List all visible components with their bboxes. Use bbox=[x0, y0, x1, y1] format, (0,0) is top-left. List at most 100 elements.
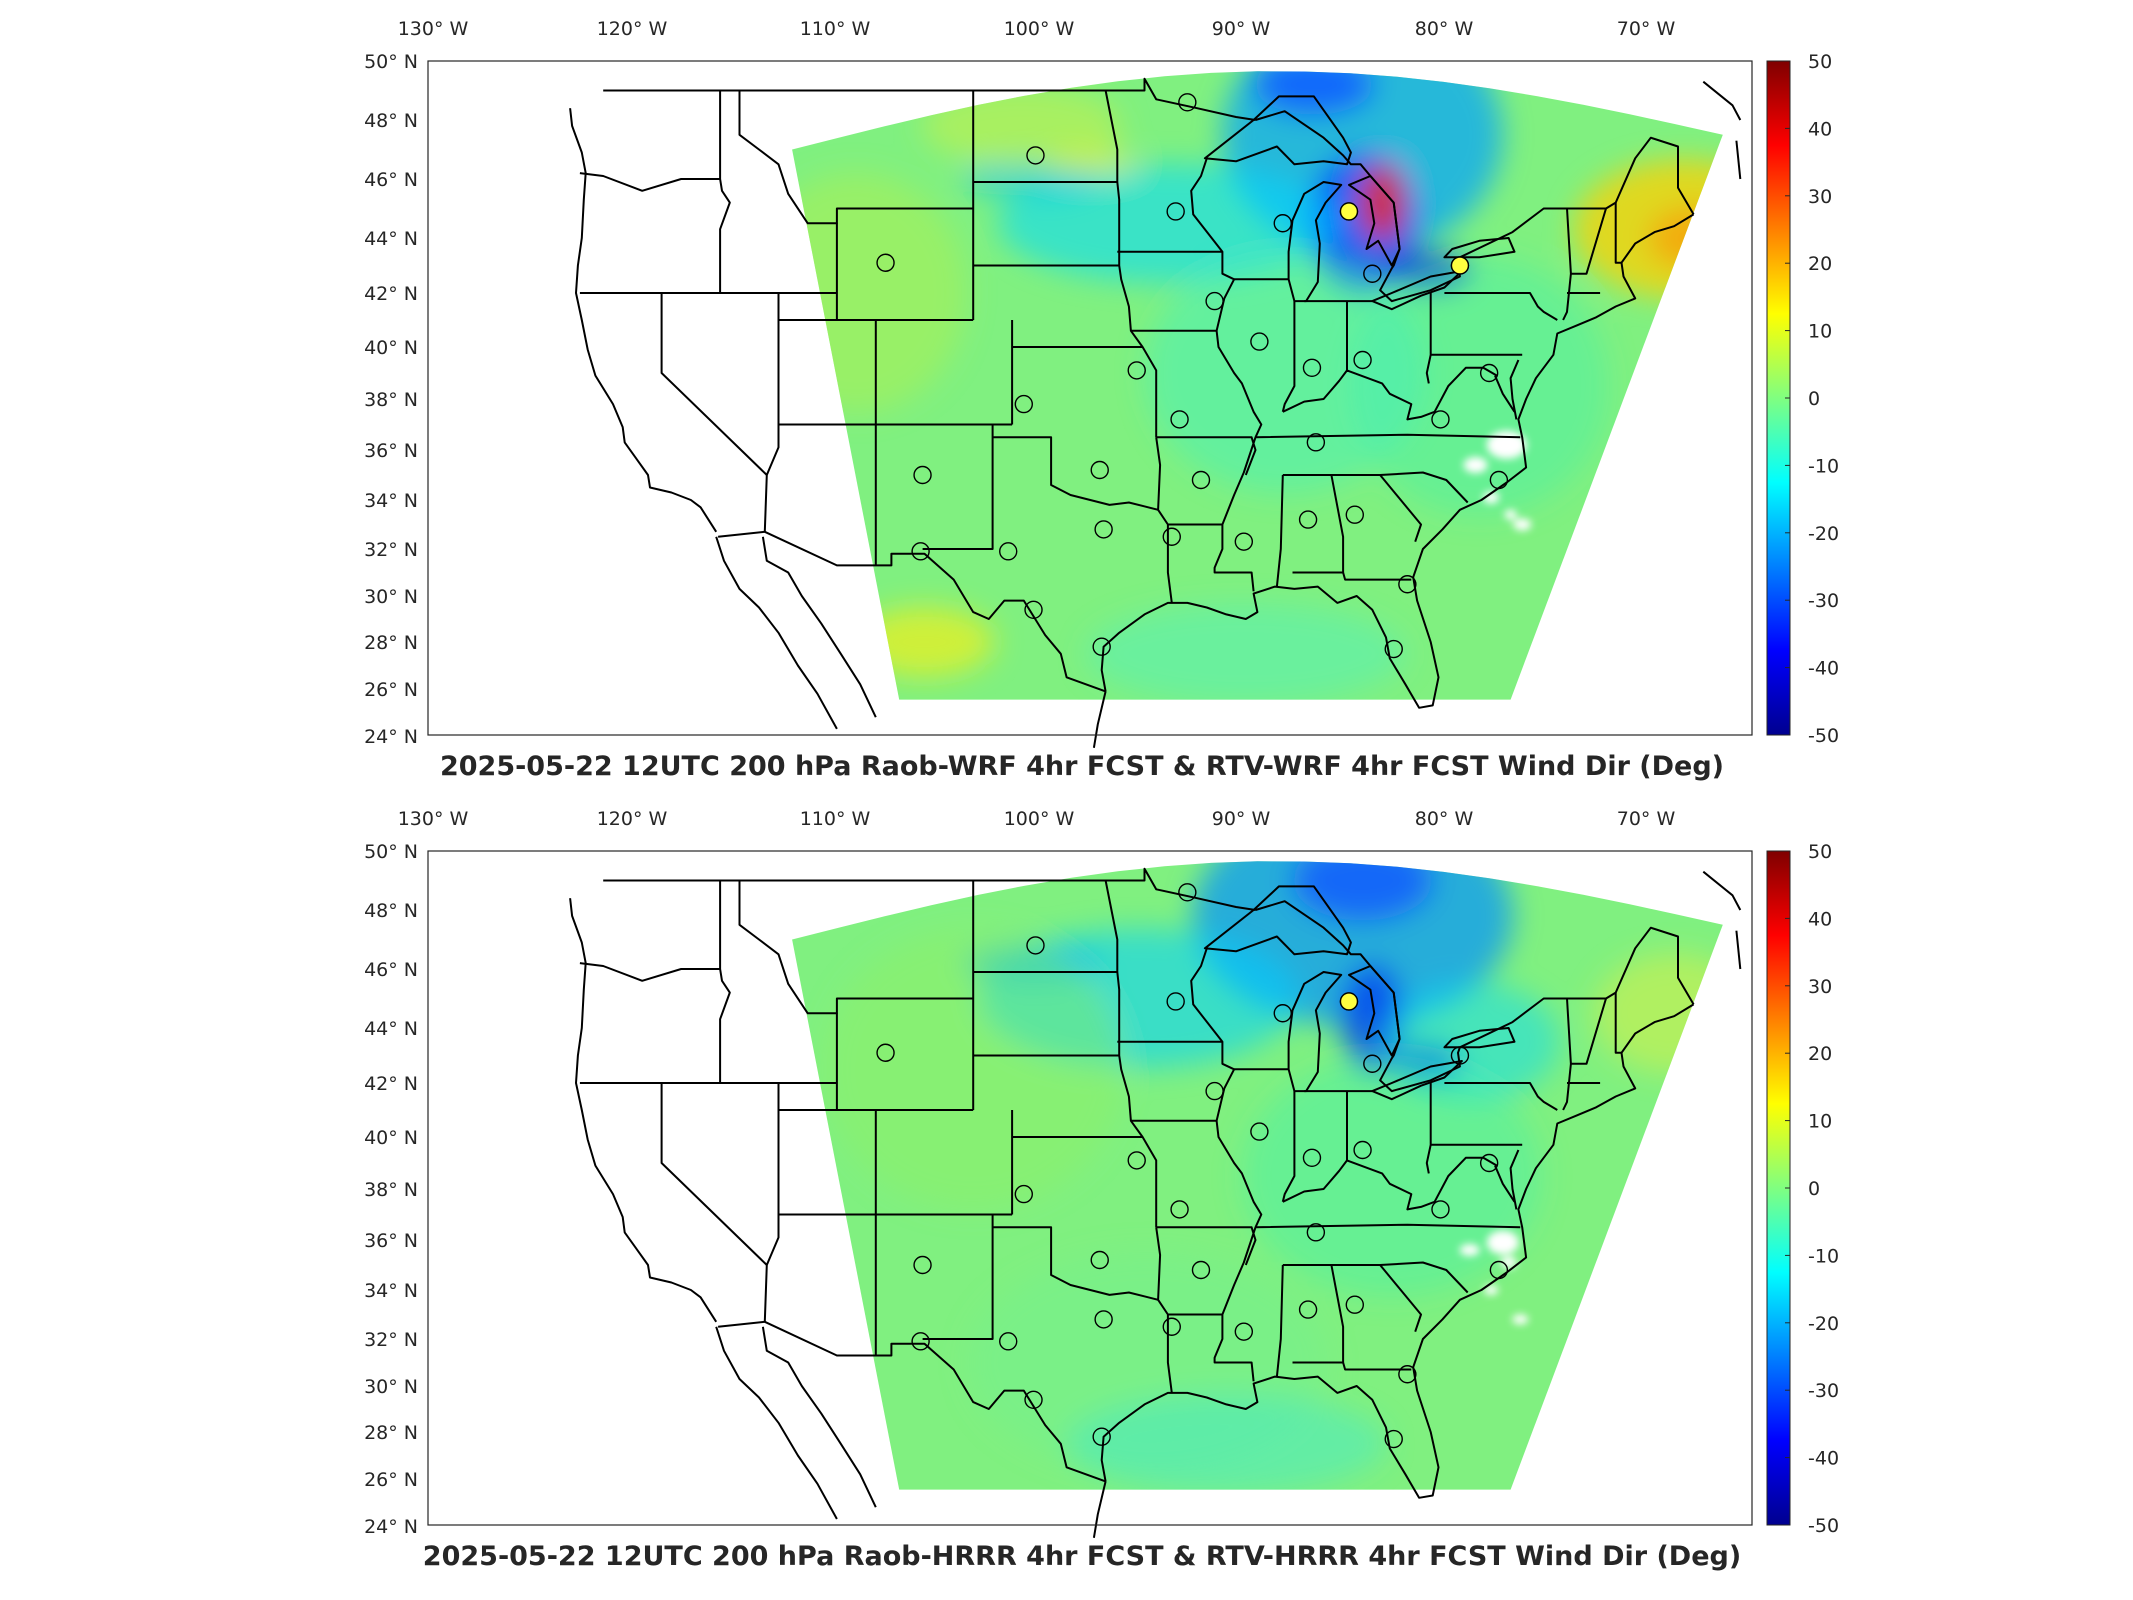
raob-station-marker bbox=[1166, 202, 1185, 221]
raob-station-marker bbox=[1363, 264, 1382, 283]
lat-tick-label: 32° N bbox=[364, 1329, 418, 1351]
raob-station-marker bbox=[913, 1255, 932, 1275]
raob-station-marker bbox=[1306, 1223, 1326, 1242]
colorbar-tick-label: -10 bbox=[1808, 1245, 1839, 1267]
raob-station-marker bbox=[1234, 1322, 1254, 1341]
raob-station-marker bbox=[1162, 527, 1181, 546]
colorbar: 50 40 30 20 10 0 -10 -20 -30 -40 -50 bbox=[1766, 51, 1839, 747]
lon-tick-label: 80° W bbox=[1415, 18, 1474, 40]
raob-station-marker bbox=[1094, 520, 1113, 539]
lat-tick-label: 50° N bbox=[364, 841, 418, 863]
lon-tick-label: 130° W bbox=[398, 808, 469, 830]
lat-tick-label: 42° N bbox=[364, 283, 418, 305]
colorbar-tick-label: 40 bbox=[1808, 118, 1832, 140]
map-panel-hrrr: 130° W 120° W 110° W 100° W 90° W 80° W 70° W 5… bbox=[364, 808, 1839, 1572]
raob-station-marker bbox=[1298, 510, 1318, 529]
raob-station-marker bbox=[1339, 992, 1359, 1011]
colorbar-tick-label: -10 bbox=[1808, 455, 1839, 477]
lon-tick-label: 110° W bbox=[800, 18, 871, 40]
raob-station-marker bbox=[1024, 1390, 1043, 1410]
raob-station-marker bbox=[1489, 1260, 1509, 1280]
raob-station-marker bbox=[1178, 93, 1197, 112]
colorbar-tick-label: -50 bbox=[1808, 725, 1839, 747]
colorbar-tick-label: 10 bbox=[1808, 1111, 1832, 1133]
raob-station-marker bbox=[1026, 146, 1045, 165]
colorbar-tick-label: 50 bbox=[1808, 841, 1832, 863]
lon-tick-label: 80° W bbox=[1415, 808, 1474, 830]
lon-tick-label: 130° W bbox=[398, 18, 469, 40]
raob-station-marker bbox=[1170, 1200, 1189, 1219]
lat-tick-label: 44° N bbox=[364, 1018, 418, 1040]
raob-station-marker bbox=[1353, 1140, 1372, 1160]
raob-station-marker bbox=[1489, 470, 1509, 490]
raob-station-marker bbox=[1205, 291, 1224, 311]
raob-station-marker bbox=[1273, 1004, 1292, 1023]
colorbar-tick-label: 30 bbox=[1808, 976, 1832, 998]
raob-station-marker bbox=[1090, 1250, 1109, 1270]
raob-station-marker bbox=[1431, 410, 1450, 429]
raob-station-marker bbox=[876, 253, 895, 272]
lat-tick-label: 38° N bbox=[364, 389, 418, 411]
colorbar-tick-label: -20 bbox=[1808, 1313, 1839, 1335]
lon-tick-label: 70° W bbox=[1617, 18, 1676, 40]
raob-station-marker bbox=[1170, 410, 1189, 429]
raob-station-marker bbox=[1205, 1081, 1224, 1101]
lat-tick-label: 44° N bbox=[364, 228, 418, 250]
raob-station-marker bbox=[911, 542, 930, 561]
lat-tick-label: 46° N bbox=[364, 959, 418, 981]
lat-tick-label: 48° N bbox=[364, 900, 418, 922]
raob-station-marker bbox=[1166, 992, 1185, 1011]
raob-station-marker bbox=[1431, 1200, 1450, 1219]
lat-tick-label: 46° N bbox=[364, 169, 418, 191]
colorbar: 50 40 30 20 10 0 -10 -20 -30 -40 -50 bbox=[1766, 841, 1839, 1537]
lat-tick-label: 50° N bbox=[364, 51, 418, 73]
raob-station-marker bbox=[1450, 1046, 1470, 1065]
raob-station-marker bbox=[1014, 1184, 1033, 1204]
map-axes bbox=[427, 850, 1753, 1538]
raob-station-marker bbox=[1298, 1300, 1318, 1319]
wind-direction-field bbox=[792, 861, 1723, 1490]
lon-tick-label: 120° W bbox=[597, 18, 668, 40]
lon-tick-label: 100° W bbox=[1004, 18, 1075, 40]
map-axes bbox=[427, 60, 1753, 748]
lat-tick-label: 24° N bbox=[364, 726, 418, 748]
raob-station-marker bbox=[1302, 1148, 1322, 1168]
lat-tick-label: 28° N bbox=[364, 1422, 418, 1444]
raob-station-marker bbox=[999, 1332, 1018, 1351]
lat-tick-label: 26° N bbox=[364, 1469, 418, 1491]
lat-tick-label: 40° N bbox=[364, 1127, 418, 1149]
colorbar-tick-label: -30 bbox=[1808, 590, 1839, 612]
wind-direction-field bbox=[792, 71, 1723, 700]
colorbar-tick-label: 0 bbox=[1808, 388, 1820, 410]
raob-station-marker bbox=[1398, 575, 1417, 594]
raob-station-marker bbox=[1306, 433, 1326, 452]
raob-station-marker bbox=[1479, 1153, 1499, 1173]
raob-station-marker bbox=[1384, 639, 1403, 659]
raob-station-marker bbox=[1026, 936, 1045, 955]
raob-station-marker bbox=[1250, 332, 1269, 351]
colorbar-tick-label: 40 bbox=[1808, 908, 1832, 930]
lon-tick-label: 120° W bbox=[597, 808, 668, 830]
raob-station-marker bbox=[1092, 637, 1111, 656]
raob-station-marker bbox=[1398, 1365, 1417, 1384]
lat-tick-label: 24° N bbox=[364, 1516, 418, 1538]
panel-title: 2025-05-22 12UTC 200 hPa Raob-WRF 4hr FC… bbox=[440, 751, 1724, 782]
raob-station-marker bbox=[1094, 1310, 1113, 1329]
lat-tick-label: 32° N bbox=[364, 539, 418, 561]
lat-tick-label: 30° N bbox=[364, 586, 418, 608]
boundaries bbox=[569, 867, 1742, 1538]
lat-tick-label: 42° N bbox=[364, 1073, 418, 1095]
raob-stations bbox=[876, 93, 1509, 659]
raob-station-marker bbox=[1178, 883, 1197, 902]
raob-station-marker bbox=[1345, 1295, 1365, 1314]
raob-station-marker bbox=[1014, 394, 1033, 414]
raob-station-marker bbox=[1092, 1427, 1111, 1446]
raob-station-marker bbox=[999, 542, 1018, 561]
lat-tick-label: 36° N bbox=[364, 440, 418, 462]
lat-tick-label: 30° N bbox=[364, 1376, 418, 1398]
raob-station-marker bbox=[1234, 532, 1254, 551]
colorbar-tick-label: 50 bbox=[1808, 51, 1832, 73]
raob-station-marker bbox=[1450, 256, 1470, 275]
raob-station-marker bbox=[1345, 505, 1365, 524]
